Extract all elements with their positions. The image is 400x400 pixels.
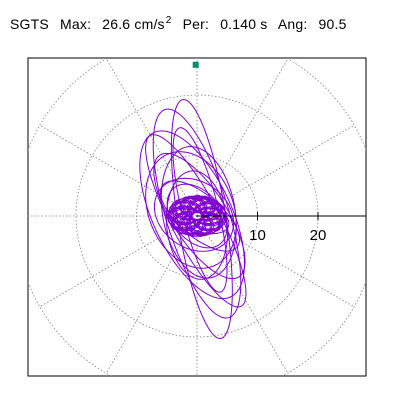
grid-spoke-210: [39, 215, 198, 308]
ring-label-20: 20: [310, 227, 327, 244]
grid-spoke-330: [196, 215, 355, 308]
orbit-loop: [172, 127, 228, 293]
orbit-core: [166, 194, 228, 238]
ring-labels: 10 20: [249, 227, 326, 244]
angle-value: 90.5: [318, 16, 347, 32]
max-value: 26.6 cm/s2: [102, 15, 172, 32]
max-direction-marker: [192, 61, 199, 68]
grid-spoke-150: [39, 124, 198, 217]
max-unit-exponent: 2: [165, 15, 172, 26]
grid-spoke-240: [105, 215, 198, 374]
period-label: Per:: [182, 16, 210, 32]
station-name: SGTS: [10, 16, 49, 32]
orbit-loop: [153, 177, 235, 252]
period-value: 0.140 s: [220, 16, 268, 32]
ring-label-10: 10: [249, 227, 266, 244]
grid-spoke-300: [196, 215, 289, 374]
grid-spoke-60: [196, 58, 289, 217]
orbit-loop: [160, 145, 237, 279]
grid-spoke-120: [105, 58, 198, 217]
orbit-trace: [139, 99, 247, 340]
chart-header: SGTS Max: 26.6 cm/s2 Per: 0.140 s Ang: 9…: [10, 15, 354, 32]
orbit-loop: [145, 151, 237, 269]
orbit-loop: [153, 152, 246, 280]
grid-spoke-30: [196, 124, 355, 217]
orbit-loop: [152, 108, 242, 319]
orbit-loop: [170, 99, 233, 340]
orbit-loop: [145, 134, 247, 308]
angle-label: Ang:: [277, 16, 308, 32]
orbit-loop: [165, 170, 229, 280]
max-label: Max:: [60, 16, 92, 32]
polar-axes: [197, 212, 366, 220]
